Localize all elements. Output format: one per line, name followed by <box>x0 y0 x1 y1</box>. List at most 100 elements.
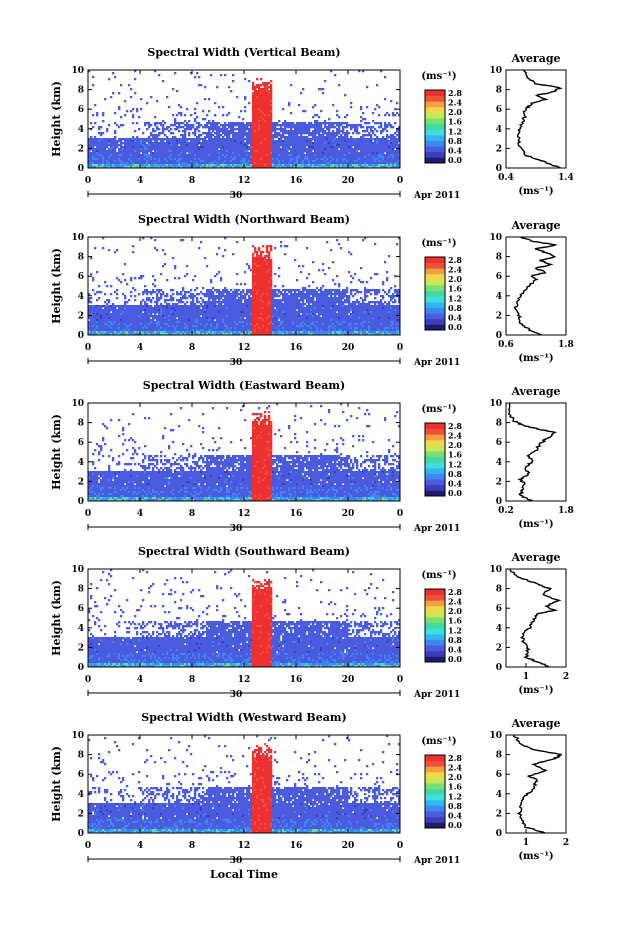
colorbar-frame <box>424 89 446 164</box>
y-tick-label: 10 <box>71 233 84 243</box>
y-tick-label: 10 <box>71 66 84 76</box>
y-tick-label: 6 <box>78 105 84 115</box>
colorbar-frame <box>424 754 446 829</box>
chart-panel: Spectral Width (Southward Beam)0246810He… <box>50 545 569 700</box>
colorbar-tick-label: 2.0 <box>448 606 462 616</box>
colorbar-tick-label: 2.8 <box>448 587 462 597</box>
average-title: Average <box>510 551 560 564</box>
average-y-tick-label: 8 <box>496 253 502 263</box>
colorbar-swatch <box>425 766 445 773</box>
date-label: Apr 2011 <box>413 690 460 700</box>
colorbar-swatch <box>425 257 445 264</box>
date-label: Apr 2011 <box>413 191 460 201</box>
colorbar-tick-label: 0.0 <box>448 322 462 332</box>
x-tick-label: 8 <box>189 841 195 851</box>
x-tick-label: 12 <box>238 841 251 851</box>
x-tick-label: 4 <box>137 509 143 519</box>
colorbar-swatch <box>425 151 445 158</box>
colorbar-tick-label: 2.4 <box>448 98 462 108</box>
colorbar-swatch <box>425 90 445 97</box>
average-title: Average <box>510 219 560 232</box>
colorbar-swatch <box>425 101 445 108</box>
y-tick-label: 0 <box>78 497 84 507</box>
average-x-tick-label: 0.2 <box>498 506 514 516</box>
heatmap-cells <box>88 70 401 169</box>
x-tick-label: 0 <box>397 176 403 186</box>
colorbar-swatch <box>425 123 445 130</box>
average-y-tick-label: 4 <box>496 624 502 634</box>
day-label: 30 <box>230 191 243 201</box>
colorbar-swatch <box>425 262 445 269</box>
colorbar-swatch <box>425 296 445 303</box>
y-tick-label: 10 <box>71 731 84 741</box>
y-axis-label: Height (km) <box>50 746 63 822</box>
colorbar-swatch <box>425 313 445 320</box>
colorbar-swatch <box>425 805 445 812</box>
average-y-tick-label: 4 <box>496 125 502 135</box>
colorbar-frame <box>424 256 446 331</box>
average-y-tick-label: 10 <box>489 399 502 409</box>
average-unit: (ms⁻¹) <box>518 353 553 364</box>
y-tick-label: 2 <box>78 144 84 154</box>
y-tick-label: 6 <box>78 604 84 614</box>
y-tick-label: 0 <box>78 829 84 839</box>
average-title: Average <box>510 717 560 730</box>
colorbar-swatch <box>425 423 445 430</box>
average-y-tick-label: 10 <box>489 66 502 76</box>
average-y-tick-label: 0 <box>496 331 502 341</box>
average-y-tick-label: 4 <box>496 790 502 800</box>
y-tick-label: 2 <box>78 643 84 653</box>
x-tick-label: 4 <box>137 343 143 353</box>
heatmap-cells <box>88 237 401 336</box>
x-tick-label: 8 <box>189 176 195 186</box>
average-y-tick-label: 8 <box>496 86 502 96</box>
average-profile-line <box>508 402 557 502</box>
y-tick-label: 4 <box>78 790 84 800</box>
average-x-tick-label: 0.4 <box>498 173 514 183</box>
colorbar-swatch <box>425 95 445 102</box>
colorbar-unit: (ms⁻¹) <box>421 238 456 249</box>
average-profile-line <box>513 236 558 336</box>
x-tick-label: 0 <box>397 675 403 685</box>
x-tick-label: 4 <box>137 841 143 851</box>
chart-title: Spectral Width (Vertical Beam) <box>147 46 340 59</box>
colorbar-tick-label: 1.6 <box>448 450 462 460</box>
average-unit: (ms⁻¹) <box>518 186 553 197</box>
colorbar-swatch <box>425 816 445 823</box>
y-tick-label: 2 <box>78 311 84 321</box>
average-x-tick-label: 1.8 <box>558 506 574 516</box>
y-tick-label: 8 <box>78 585 84 595</box>
average-y-tick-label: 6 <box>496 105 502 115</box>
y-tick-label: 4 <box>78 624 84 634</box>
heatmap-cells <box>88 735 401 834</box>
colorbar-tick-label: 2.8 <box>448 421 462 431</box>
x-tick-label: 0 <box>85 176 91 186</box>
x-tick-label: 12 <box>238 343 251 353</box>
colorbar-swatch <box>425 794 445 801</box>
colorbar-frame <box>424 588 446 663</box>
colorbar-swatch <box>425 129 445 136</box>
colorbar-tick-label: 1.2 <box>448 625 462 635</box>
x-tick-label: 8 <box>189 343 195 353</box>
colorbar-swatch <box>425 467 445 474</box>
colorbar-swatch <box>425 445 445 452</box>
average-y-tick-label: 0 <box>496 497 502 507</box>
colorbar-swatch <box>425 777 445 784</box>
colorbar-tick-label: 0.4 <box>448 810 462 820</box>
colorbar-tick-label: 1.6 <box>448 782 462 792</box>
colorbar-swatch <box>425 589 445 596</box>
colorbar-tick-label: 2.0 <box>448 440 462 450</box>
heatmap-cells <box>88 403 401 502</box>
x-tick-label: 12 <box>238 675 251 685</box>
y-tick-label: 10 <box>71 565 84 575</box>
colorbar-swatch <box>425 633 445 640</box>
colorbar-swatch <box>425 279 445 286</box>
colorbar-tick-label: 2.0 <box>448 274 462 284</box>
average-y-tick-label: 6 <box>496 272 502 282</box>
average-unit: (ms⁻¹) <box>518 519 553 530</box>
colorbar-swatch <box>425 268 445 275</box>
y-tick-label: 2 <box>78 477 84 487</box>
average-frame <box>505 402 567 502</box>
colorbar-swatch <box>425 118 445 125</box>
